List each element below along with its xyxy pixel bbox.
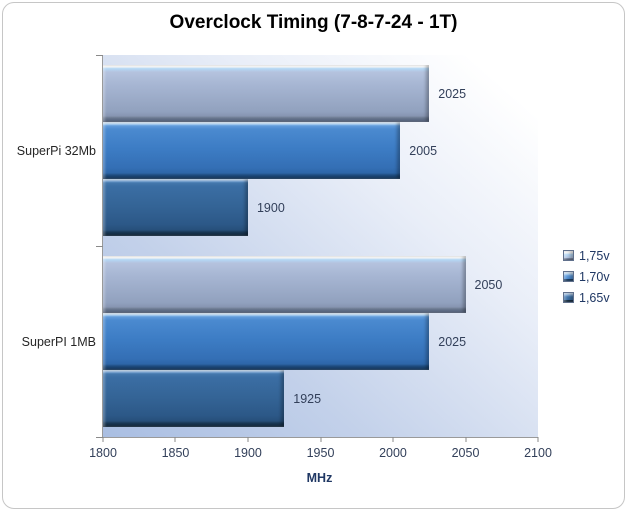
x-axis-tick-label: 1950 [306,446,335,460]
x-axis-tick-label: 1900 [234,446,262,460]
bar-value-label: 2025 [438,86,467,101]
bar-value-label: 2005 [409,143,438,158]
x-axis-tick-label: 1850 [161,446,190,460]
legend-item-1,65v: 1,65v [563,287,610,308]
legend-label: 1,70v [579,269,610,284]
bar-1,70v-SuperPi 32Mb [103,122,401,179]
x-axis-tick [247,437,249,442]
category-label: SuperPI 1MB [21,334,96,349]
legend-item-1,75v: 1,75v [563,245,610,266]
category-label: SuperPi 32Mb [16,143,96,158]
bar-value-label: 1900 [256,200,285,215]
y-axis-tick [96,246,103,247]
legend: 1,75v 1,70v 1,65v [563,245,610,308]
legend-swatch-icon [563,271,574,282]
bar-value-label: 2025 [438,334,467,349]
y-axis-tick [96,55,103,56]
x-axis-tick-label: 2050 [451,446,480,460]
x-axis-title: MHz [306,471,333,485]
x-axis-tick [465,437,466,442]
x-axis-tick [320,437,321,442]
bar-row: 1900 [103,179,538,236]
x-axis-tick-label: 1800 [89,446,117,460]
bar-1,65v-SuperPi 32Mb [103,179,248,236]
x-axis-tick-label: 2000 [379,446,407,460]
bar-row: 2025 [103,65,538,122]
bar-1,65v-SuperPI 1MB [103,370,285,427]
legend-label: 1,65v [579,290,610,305]
bar-row: 1925 [103,370,538,427]
bar-row: 2050 [103,256,538,313]
bar-row: 2025 [103,313,538,370]
chart-title: Overclock Timing (7-8-7-24 - 1T) [169,12,458,33]
legend-item-1,70v: 1,70v [563,266,610,287]
bar-value-label: 2050 [474,277,503,292]
category-axis-labels: SuperPi 32Mb SuperPI 1MB [10,55,96,437]
legend-swatch-icon [563,292,574,303]
legend-swatch-icon [563,250,574,261]
bar-1,75v-SuperPI 1MB [103,256,466,313]
bar-group: 2050 2025 1925 [103,246,538,437]
y-axis-tick [96,437,103,438]
x-axis-tick [392,437,394,442]
bar-1,70v-SuperPI 1MB [103,313,430,370]
x-axis-tick [102,437,104,442]
bar-row: 2005 [103,122,538,179]
plot-area: 2025 2005 1900 2050 2025 1925 1800 1850 1900 1950… [89,55,552,460]
bar-group: 2025 2005 1900 [103,55,538,246]
x-axis-tick-label: 2100 [524,446,552,460]
x-axis-tick [537,437,539,442]
bar-value-label: 1925 [293,391,322,406]
legend-label: 1,75v [579,248,610,263]
bar-1,75v-SuperPi 32Mb [103,65,430,122]
x-axis-tick [174,437,176,442]
